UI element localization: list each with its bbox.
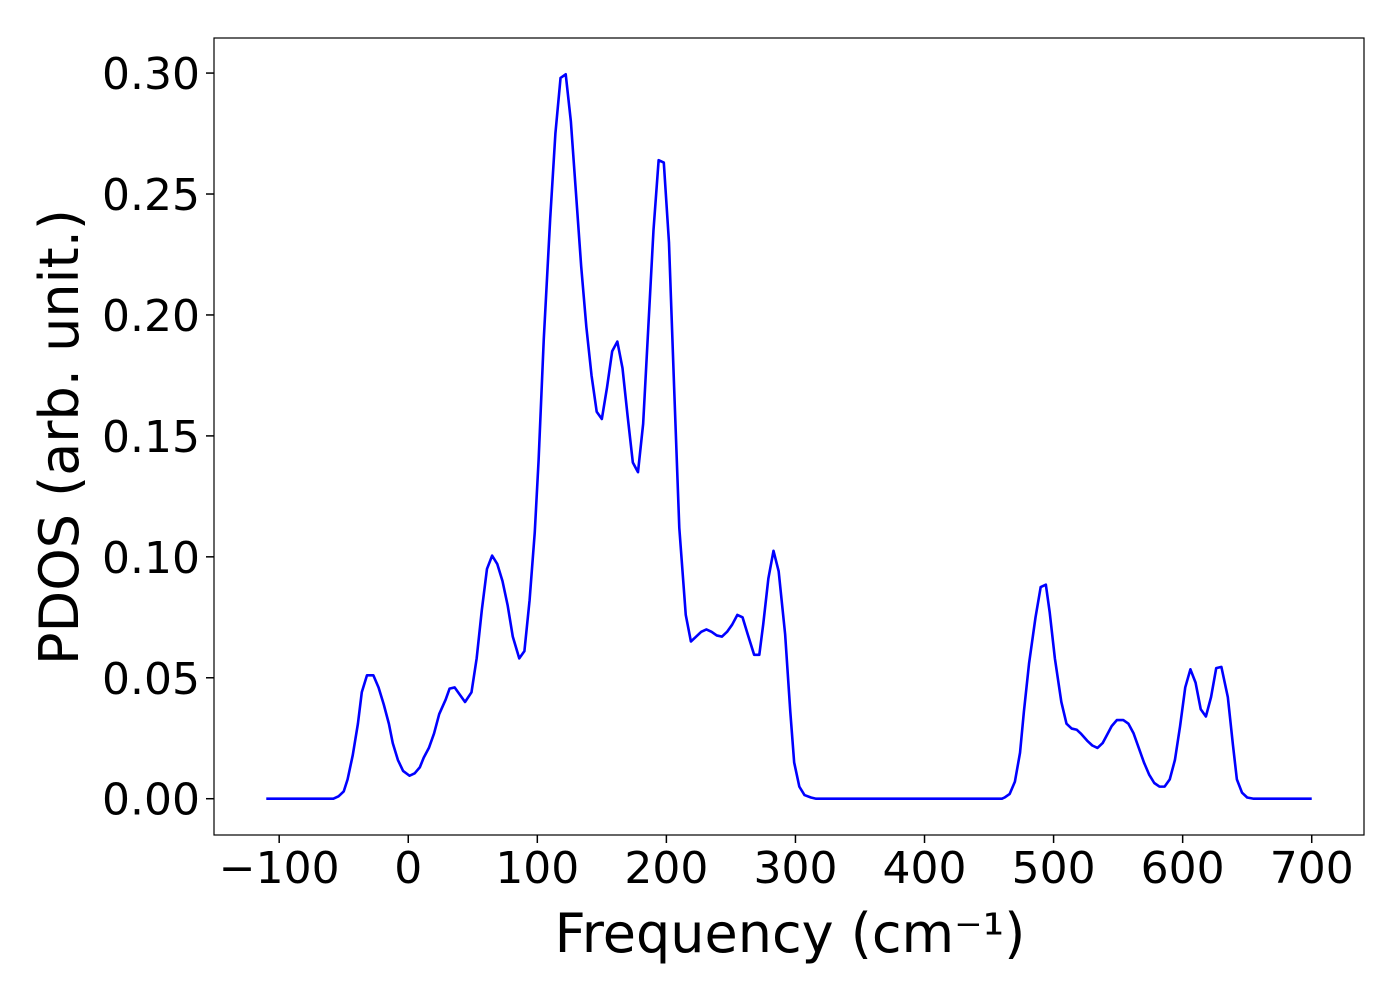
x-tick-label: 0 — [394, 843, 422, 894]
x-tick-label: 500 — [1012, 843, 1096, 894]
y-tick-label: 0.20 — [102, 291, 200, 342]
data-line — [266, 72, 1312, 801]
x-tick-label: 700 — [1270, 843, 1354, 894]
x-axis-label: Frequency (cm⁻¹) — [555, 902, 1026, 965]
x-tick-label: 200 — [624, 843, 708, 894]
x-tick-label: 400 — [883, 843, 967, 894]
y-tick-label: 0.05 — [102, 654, 200, 705]
x-tick-label: 300 — [753, 843, 837, 894]
y-tick-label: 0.15 — [102, 412, 200, 463]
y-tick-label: 0.30 — [102, 49, 200, 100]
y-tick-label: 0.00 — [102, 775, 200, 826]
y-tick-label: 0.25 — [102, 170, 200, 221]
plot-frame — [213, 37, 1365, 836]
x-tick-label: 100 — [495, 843, 579, 894]
y-tick-label: 0.10 — [102, 533, 200, 584]
x-tick-label: 600 — [1141, 843, 1225, 894]
y-axis-label: PDOS (arb. unit.) — [28, 209, 91, 665]
x-tick-label: −100 — [219, 843, 340, 894]
